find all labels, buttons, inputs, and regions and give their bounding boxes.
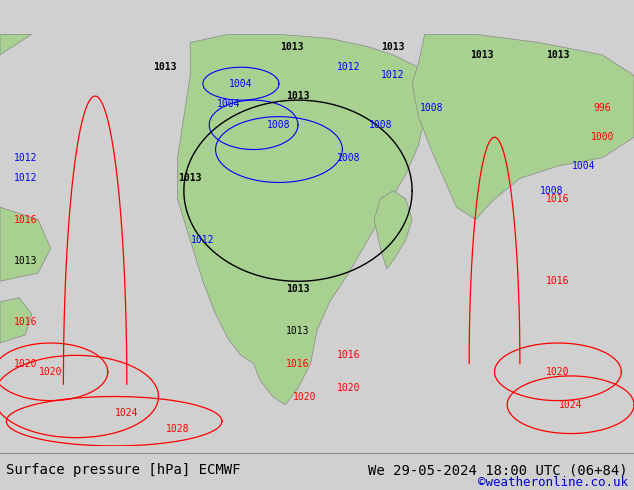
Text: Surface pressure [hPa] ECMWF: Surface pressure [hPa] ECMWF — [6, 463, 241, 477]
Text: 1008: 1008 — [419, 103, 443, 113]
Text: 1020: 1020 — [337, 383, 361, 393]
Text: 1016: 1016 — [13, 318, 37, 327]
Text: 1008: 1008 — [337, 153, 361, 163]
Text: 1016: 1016 — [546, 194, 570, 204]
Text: 1012: 1012 — [191, 235, 215, 245]
Polygon shape — [0, 34, 32, 55]
Text: 1013: 1013 — [286, 285, 310, 294]
Polygon shape — [178, 34, 431, 405]
Text: 1004: 1004 — [229, 79, 253, 89]
Text: 1008: 1008 — [540, 186, 564, 196]
Polygon shape — [0, 207, 51, 281]
Text: 1016: 1016 — [337, 350, 361, 360]
Text: 1028: 1028 — [165, 424, 190, 435]
Text: 1024: 1024 — [559, 400, 583, 410]
Text: 1013: 1013 — [286, 91, 310, 101]
Text: 1004: 1004 — [571, 161, 595, 171]
Text: 1024: 1024 — [115, 408, 139, 418]
Text: 1012: 1012 — [13, 173, 37, 183]
Text: 1012: 1012 — [337, 62, 361, 72]
Text: 1008: 1008 — [267, 120, 291, 130]
Text: 1013: 1013 — [153, 62, 177, 72]
Text: 996: 996 — [593, 103, 611, 113]
Polygon shape — [0, 34, 114, 446]
Text: 1016: 1016 — [286, 359, 310, 368]
Text: 1020: 1020 — [13, 359, 37, 368]
Text: 1013: 1013 — [13, 256, 37, 266]
Text: We 29-05-2024 18:00 UTC (06+84): We 29-05-2024 18:00 UTC (06+84) — [368, 463, 628, 477]
Text: 1020: 1020 — [546, 367, 570, 377]
Polygon shape — [412, 34, 634, 220]
Text: 1016: 1016 — [13, 215, 37, 224]
Text: 1013: 1013 — [280, 42, 304, 51]
Text: 1013: 1013 — [470, 50, 494, 60]
Text: 1013: 1013 — [178, 173, 202, 183]
Text: 1013: 1013 — [381, 42, 405, 51]
Text: 1013: 1013 — [546, 50, 570, 60]
Text: 1012: 1012 — [381, 71, 405, 80]
Text: 1013: 1013 — [286, 326, 310, 336]
Polygon shape — [374, 191, 412, 269]
Text: 1008: 1008 — [368, 120, 392, 130]
Polygon shape — [0, 298, 32, 343]
Text: 1012: 1012 — [13, 153, 37, 163]
Text: 1000: 1000 — [590, 132, 614, 142]
Text: 1020: 1020 — [292, 392, 316, 401]
Text: ©weatheronline.co.uk: ©weatheronline.co.uk — [477, 476, 628, 489]
Text: 1020: 1020 — [39, 367, 63, 377]
Text: 1004: 1004 — [216, 99, 240, 109]
Text: 1016: 1016 — [546, 276, 570, 286]
